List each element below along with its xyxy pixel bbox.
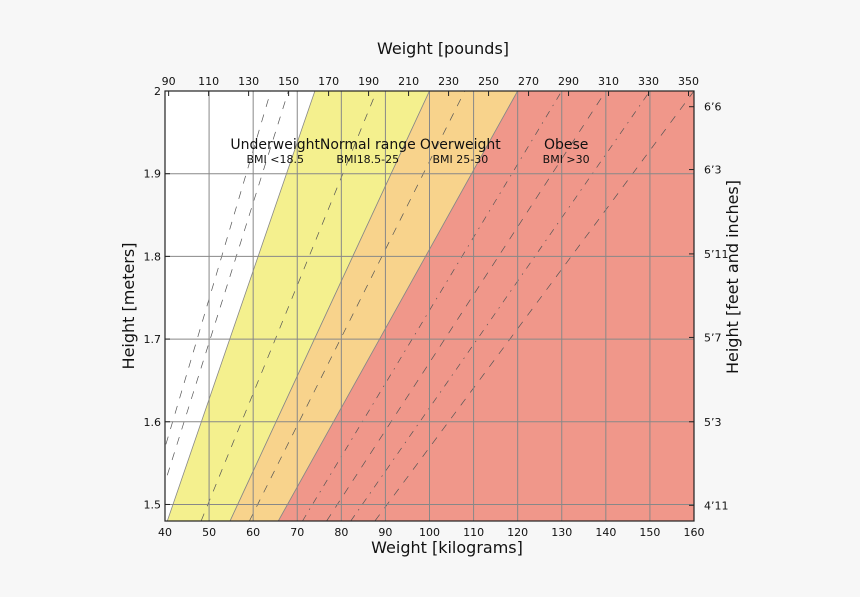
x2-tick-label: 170 bbox=[318, 75, 339, 88]
y-tick-label: 1.6 bbox=[144, 416, 162, 429]
region-overweight bbox=[229, 91, 519, 521]
x2-axis-label: Weight [pounds] bbox=[377, 39, 509, 58]
bmi-guide-line bbox=[350, 91, 651, 521]
x-tick-label: 60 bbox=[246, 526, 260, 539]
x-tick-label: 100 bbox=[419, 526, 440, 539]
x-axis-label: Weight [kilograms] bbox=[371, 538, 523, 557]
x2-tick-label: 290 bbox=[558, 75, 579, 88]
x2-tick-label: 310 bbox=[598, 75, 619, 88]
bmi-guide-line bbox=[165, 91, 272, 449]
plot-frame bbox=[164, 90, 695, 522]
y-tick-label: 1.5 bbox=[144, 498, 162, 511]
y2-tick-label: 5’3 bbox=[704, 416, 722, 429]
x2-tick-label: 90 bbox=[162, 75, 176, 88]
bmi-guide-line bbox=[165, 91, 289, 484]
y2-tick-label: 6’6 bbox=[704, 101, 722, 114]
region-sublabel: BMI >30 bbox=[543, 153, 590, 166]
x-tick-label: 140 bbox=[595, 526, 616, 539]
x-tick-label: 120 bbox=[507, 526, 528, 539]
region-label: Obese bbox=[544, 137, 588, 153]
x-tick-label: 130 bbox=[551, 526, 572, 539]
region-obese bbox=[277, 91, 694, 521]
bmi-guide-line bbox=[326, 91, 607, 521]
region-label: Underweight bbox=[230, 137, 320, 153]
region-normal-range bbox=[166, 91, 430, 521]
x2-tick-label: 210 bbox=[398, 75, 419, 88]
region-sublabel: BMI <18.5 bbox=[246, 153, 304, 166]
region-underweight bbox=[165, 91, 315, 521]
bmi-guide-line bbox=[302, 91, 563, 521]
y2-tick-label: 5’7 bbox=[704, 331, 722, 344]
region-sublabel: BMI 25-30 bbox=[432, 153, 488, 166]
bmi-guide-line bbox=[200, 91, 377, 521]
y-tick-label: 1.8 bbox=[144, 250, 162, 263]
x2-tick-label: 270 bbox=[518, 75, 539, 88]
region-label: Normal range bbox=[320, 137, 416, 153]
bmi-guide-line bbox=[249, 91, 466, 521]
x2-tick-label: 110 bbox=[198, 75, 219, 88]
x-tick-label: 160 bbox=[684, 526, 705, 539]
y2-tick-label: 5’11 bbox=[704, 248, 729, 261]
region-sublabel: BMI18.5-25 bbox=[336, 153, 399, 166]
x2-tick-label: 150 bbox=[278, 75, 299, 88]
x-tick-label: 50 bbox=[202, 526, 216, 539]
x2-tick-label: 230 bbox=[438, 75, 459, 88]
x-tick-label: 80 bbox=[334, 526, 348, 539]
y-tick-label: 1.7 bbox=[144, 333, 162, 346]
x2-tick-label: 350 bbox=[678, 75, 699, 88]
x-tick-label: 70 bbox=[290, 526, 304, 539]
x-tick-label: 90 bbox=[378, 526, 392, 539]
region-label: Overweight bbox=[420, 137, 501, 153]
y2-tick-label: 6’3 bbox=[704, 164, 722, 177]
y-tick-label: 1.9 bbox=[144, 168, 162, 181]
x-tick-label: 40 bbox=[158, 526, 172, 539]
x2-tick-label: 250 bbox=[478, 75, 499, 88]
x-tick-label: 150 bbox=[639, 526, 660, 539]
y2-tick-label: 4’11 bbox=[704, 499, 729, 512]
y-axis-label: Height [meters] bbox=[119, 243, 138, 370]
y2-axis-label: Height [feet and inches] bbox=[723, 180, 742, 374]
x2-tick-label: 330 bbox=[638, 75, 659, 88]
x-tick-label: 110 bbox=[463, 526, 484, 539]
x2-tick-label: 190 bbox=[358, 75, 379, 88]
x2-tick-label: 130 bbox=[238, 75, 259, 88]
y-tick-label: 2 bbox=[154, 85, 161, 98]
